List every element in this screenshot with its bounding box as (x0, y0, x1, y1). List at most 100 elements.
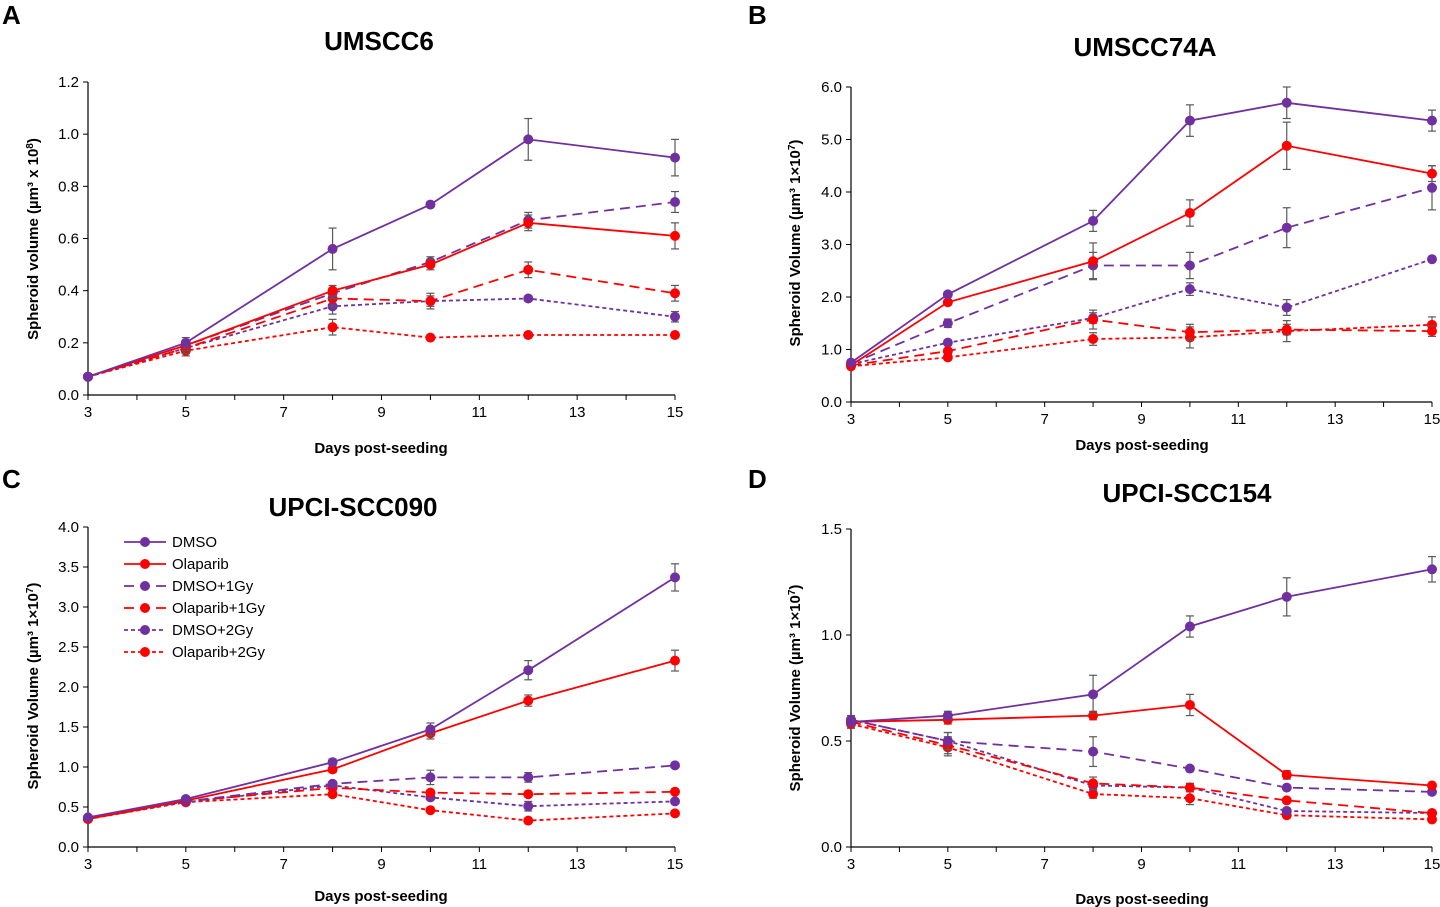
y-axis-label: Spheroid volume (µm³ x 108) (25, 138, 43, 340)
series-line (850, 704, 1433, 787)
legend-label: Olaparib+2Gy (172, 644, 265, 661)
x-tick-label: 9 (1137, 856, 1145, 873)
data-point (1281, 222, 1292, 233)
panel-b: B UMSCC74A Days post-seeding Spheroid Vo… (748, 0, 1440, 454)
y-tick-label: 0.0 (58, 839, 79, 856)
data-point (670, 655, 680, 666)
chart-title: UPCI-SCC154 (1102, 478, 1272, 508)
series-line (850, 144, 1433, 367)
x-tick-label: 3 (84, 404, 92, 421)
series-line (87, 784, 676, 820)
x-tick-label: 15 (667, 856, 684, 873)
data-point (523, 134, 534, 145)
x-tick-label: 7 (1040, 856, 1048, 873)
legend-label: DMSO+1Gy (172, 578, 254, 595)
series-olaparib-1gy (846, 716, 1437, 819)
data-point (425, 805, 436, 816)
data-point (942, 337, 953, 348)
data-point (1184, 260, 1195, 271)
series-dmso-1gy (846, 714, 1437, 797)
x-tick-label: 11 (472, 404, 488, 421)
data-point (523, 217, 534, 228)
legend-marker (140, 647, 150, 657)
series-line (87, 659, 676, 820)
series-line (850, 186, 1433, 365)
data-point (327, 322, 338, 333)
panel-letter: D (748, 464, 767, 494)
panel-letter: B (748, 0, 767, 30)
y-axis-label: Spheroid Volume (µm³ 1×107) (25, 583, 43, 790)
series-olaparib (83, 649, 680, 824)
series-dmso (846, 86, 1437, 368)
data-point (942, 297, 953, 308)
chart-title: UPCI-SCC090 (268, 492, 437, 522)
series-line (87, 297, 676, 378)
y-axis-label: Spheroid Volume (µm³ 1×107) (787, 585, 805, 792)
y-tick-label: 6.0 (821, 79, 842, 96)
x-tick-label: 9 (377, 404, 385, 421)
data-point (1184, 763, 1195, 774)
legend-marker (140, 537, 150, 547)
series-line (87, 268, 676, 378)
data-point (523, 815, 534, 826)
x-tick-label: 13 (1327, 856, 1344, 873)
legend: DMSO Olaparib DMSO+1Gy Olaparib+1Gy DMSO+2Gy… (124, 534, 265, 661)
data-point (425, 332, 436, 343)
data-point (83, 812, 93, 823)
series-line (850, 101, 1433, 364)
y-tick-label: 0.2 (58, 335, 79, 352)
legend-item: Olaparib (124, 556, 229, 573)
data-point (1184, 793, 1195, 804)
data-point (1281, 324, 1292, 335)
data-point (1184, 115, 1195, 126)
data-point (523, 293, 534, 304)
data-point (670, 288, 680, 299)
x-tick-label: 3 (84, 856, 92, 873)
x-tick-label: 15 (667, 404, 684, 421)
series-olaparib-2gy (846, 719, 1437, 825)
series-dmso-2gy (846, 714, 1437, 819)
data-point (942, 710, 953, 721)
legend-label: Olaparib+1Gy (172, 600, 265, 617)
data-point (670, 808, 680, 819)
series-line (87, 793, 676, 822)
data-point (1427, 168, 1437, 179)
panel-letter: C (2, 464, 21, 494)
data-point (523, 789, 534, 800)
legend-marker (140, 603, 150, 613)
data-point (523, 264, 534, 275)
data-point (1088, 689, 1099, 700)
y-tick-label: 4.0 (58, 519, 79, 536)
data-point (425, 296, 436, 307)
series-line (850, 318, 1433, 367)
y-tick-label: 1.0 (821, 342, 842, 359)
data-point (327, 764, 338, 775)
panel-a: A UMSCC6 Days post-seeding Spheroid volu… (2, 0, 683, 457)
x-tick-label: 11 (1231, 856, 1247, 873)
x-tick-label: 9 (377, 856, 385, 873)
y-tick-label: 1.0 (58, 759, 79, 776)
data-point (523, 330, 534, 341)
y-tick-label: 3.0 (58, 599, 79, 616)
series-olaparib-2gy (83, 789, 680, 826)
x-axis-label: Days post-seeding (314, 440, 447, 457)
data-point (1281, 302, 1292, 313)
data-point (846, 357, 856, 368)
x-tick-label: 3 (847, 411, 855, 428)
data-point (670, 760, 680, 771)
series-line (87, 576, 676, 819)
x-tick-label: 7 (279, 856, 287, 873)
data-point (1184, 284, 1195, 295)
x-tick-label: 5 (944, 411, 952, 428)
data-point (1427, 254, 1437, 265)
y-tick-label: 0.0 (821, 394, 842, 411)
data-point (942, 289, 953, 300)
data-point (327, 778, 338, 789)
series-olaparib-1gy (83, 261, 680, 382)
series-dmso (846, 555, 1437, 727)
series-line (850, 568, 1433, 723)
y-tick-label: 0.6 (58, 231, 79, 248)
chart-title: UMSCC6 (324, 26, 434, 56)
data-point (327, 285, 338, 296)
